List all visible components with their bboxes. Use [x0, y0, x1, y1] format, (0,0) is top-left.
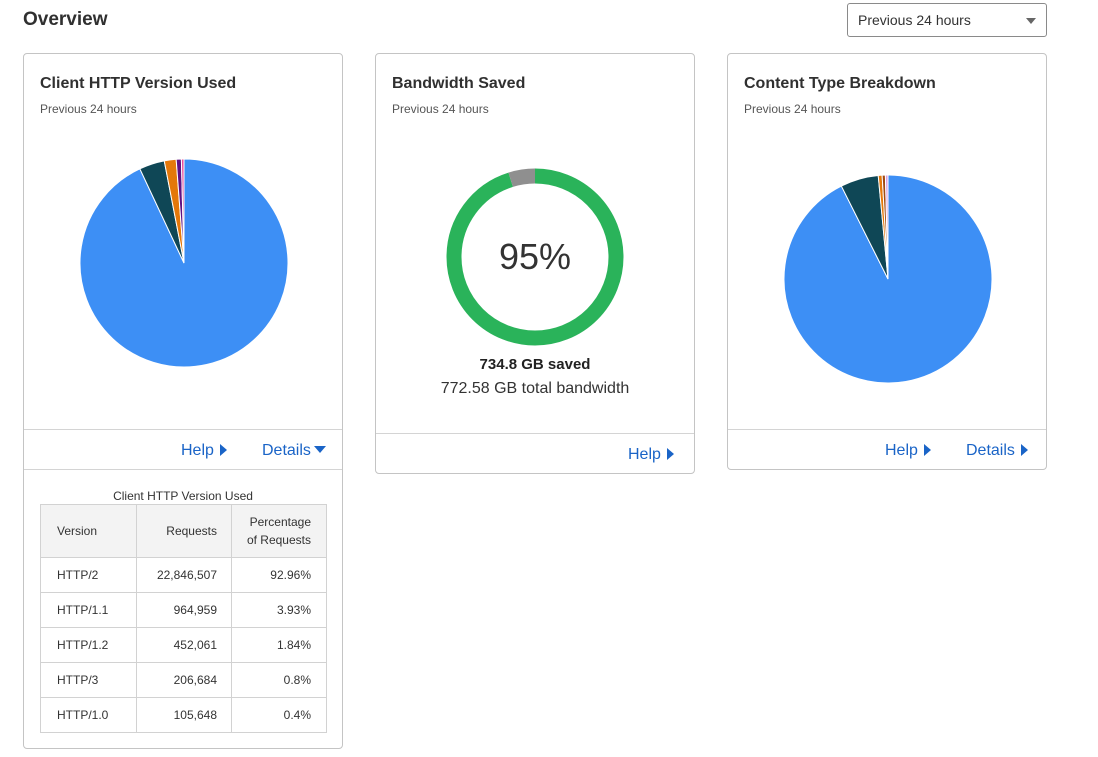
cell-version: HTTP/3 [40, 662, 137, 698]
http-version-card: Client HTTP Version Used Previous 24 hou… [23, 53, 343, 749]
cell-version: HTTP/1.1 [40, 592, 137, 628]
cell-requests: 452,061 [136, 627, 232, 663]
table-caption: Client HTTP Version Used [113, 489, 253, 503]
cell-version: HTTP/2 [40, 557, 137, 593]
table-row: HTTP/1.2 452,061 1.84% [40, 627, 327, 663]
divider [24, 469, 342, 470]
pie-slice-http-1-0[interactable] [180, 158, 185, 264]
pie-slice-e[interactable] [884, 174, 889, 280]
bandwidth-donut-chart [446, 168, 624, 346]
card-title: Client HTTP Version Used [40, 75, 237, 92]
card-subtitle: Previous 24 hours [744, 102, 841, 116]
card-title: Content Type Breakdown [744, 75, 936, 92]
help-label: Help [885, 442, 918, 459]
cell-percentage: 0.8% [231, 662, 327, 698]
card-footer: Help Details [24, 429, 342, 469]
card-footer: Help [376, 433, 694, 473]
details-label: Details [262, 442, 311, 459]
cell-percentage: 92.96% [231, 557, 327, 593]
column-header-version: Version [40, 504, 137, 558]
details-label: Details [966, 442, 1015, 459]
card-subtitle: Previous 24 hours [40, 102, 137, 116]
donut-segment-not-saved[interactable] [446, 168, 624, 346]
column-header-requests: Requests [136, 504, 232, 558]
cell-version: HTTP/1.0 [40, 697, 137, 733]
content-type-card: Content Type Breakdown Previous 24 hours… [727, 53, 1047, 470]
bandwidth-percent: 95% [498, 236, 572, 277]
content-type-pie-chart [783, 174, 993, 384]
caret-right-icon [1020, 444, 1028, 456]
details-link[interactable]: Details [966, 442, 1028, 460]
card-subtitle: Previous 24 hours [392, 102, 489, 116]
help-label: Help [628, 446, 661, 463]
table-row: HTTP/1.0 105,648 0.4% [40, 697, 327, 733]
card-title: Bandwidth Saved [392, 75, 526, 92]
time-range-select[interactable]: Previous 24 hours [847, 3, 1047, 37]
help-link[interactable]: Help [885, 442, 931, 460]
caret-right-icon [219, 444, 227, 456]
http-version-pie-chart [79, 158, 289, 368]
http-version-table: Version Requests Percentage of Requests … [40, 504, 327, 733]
time-range-value: Previous 24 hours [858, 12, 971, 28]
cell-percentage: 1.84% [231, 627, 327, 663]
details-toggle[interactable]: Details [262, 442, 326, 460]
cell-requests: 206,684 [136, 662, 232, 698]
table-header-row: Version Requests Percentage of Requests [40, 504, 327, 558]
caret-right-icon [923, 444, 931, 456]
help-label: Help [181, 442, 214, 459]
column-header-percentage: Percentage of Requests [231, 504, 327, 558]
table-row: HTTP/2 22,846,507 92.96% [40, 557, 327, 593]
card-footer: Help Details [728, 429, 1046, 469]
chevron-down-icon [1026, 18, 1036, 24]
cell-percentage: 0.4% [231, 697, 327, 733]
table-row: HTTP/3 206,684 0.8% [40, 662, 327, 698]
help-link[interactable]: Help [628, 446, 674, 464]
page-title: Overview [23, 9, 108, 30]
caret-down-icon [313, 446, 326, 453]
cell-requests: 105,648 [136, 697, 232, 733]
cell-requests: 22,846,507 [136, 557, 232, 593]
cell-percentage: 3.93% [231, 592, 327, 628]
bandwidth-total-value: 772.58 GB total bandwidth [440, 380, 630, 397]
bandwidth-saved-value: 734.8 GB saved [479, 356, 591, 373]
cell-version: HTTP/1.2 [40, 627, 137, 663]
caret-right-icon [666, 448, 674, 460]
help-link[interactable]: Help [181, 442, 227, 460]
table-row: HTTP/1.1 964,959 3.93% [40, 592, 327, 628]
bandwidth-saved-card: Bandwidth Saved Previous 24 hours 95% 73… [375, 53, 695, 474]
cell-requests: 964,959 [136, 592, 232, 628]
